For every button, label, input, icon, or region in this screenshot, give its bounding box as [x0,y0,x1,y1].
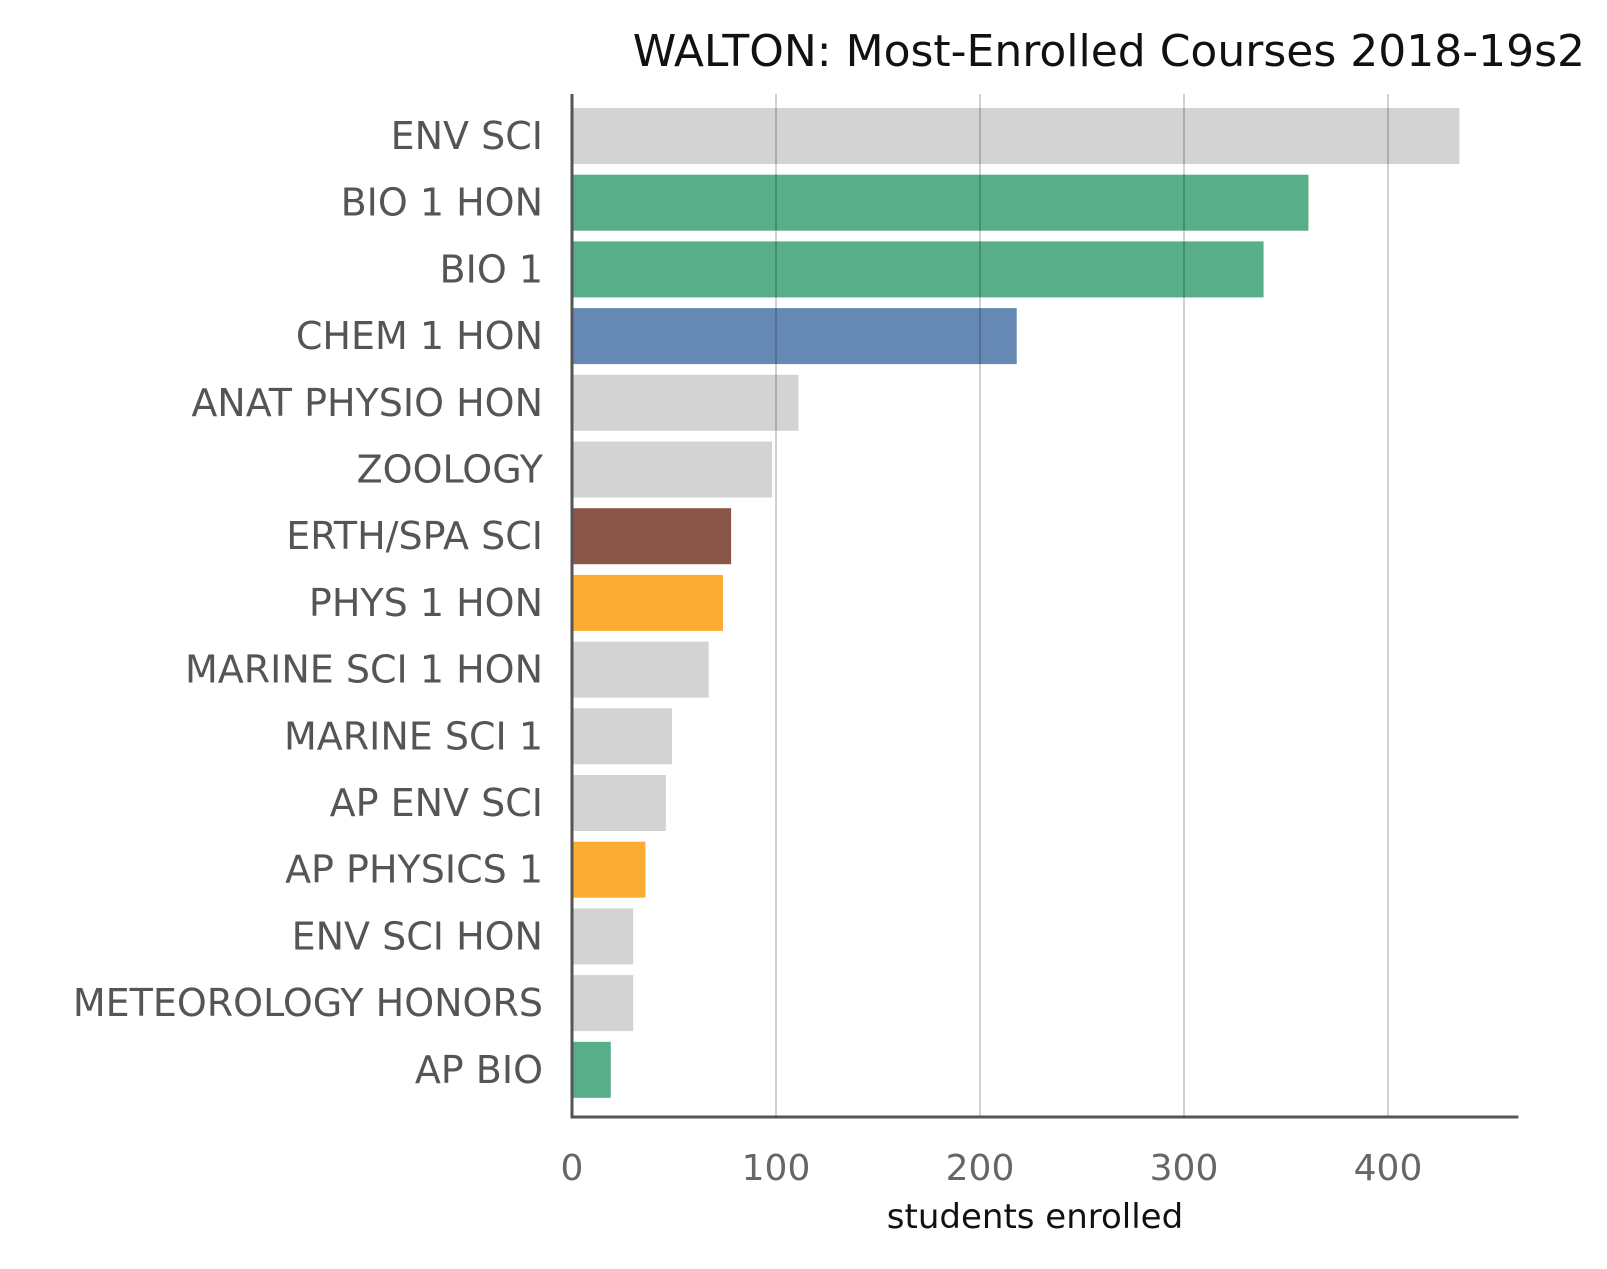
axes [570,94,1519,1119]
category-label: CHEM 1 HON [296,314,543,358]
category-label: ANAT PHYSIO HON [191,381,543,425]
category-label: BIO 1 HON [341,181,543,225]
category-label: AP BIO [415,1048,543,1092]
x-tick-label: 300 [1150,1148,1219,1189]
bar-ap-env-sci [572,775,666,831]
x-tick-label: 100 [742,1148,811,1189]
x-tick-labels: 0 100 200 300 400 [561,1148,1423,1189]
x-axis-title: students enrolled [887,1197,1183,1237]
x-tick-label: 0 [561,1148,584,1189]
category-label: PHYS 1 HON [309,581,543,625]
bar-chem-1-hon [572,308,1017,365]
bar-erth-spa-sci [572,508,732,565]
category-label: MARINE SCI 1 [284,714,543,758]
category-label: ZOOLOGY [357,448,544,492]
bar-zoology [572,441,772,498]
bars [572,108,1460,1098]
bar-env-sci-hon [572,908,634,965]
chart-title: WALTON: Most-Enrolled Courses 2018-19s2 [633,26,1585,77]
category-label: BIO 1 [440,247,543,291]
bar-env-sci [572,108,1460,164]
bar-meteorology-honors [572,975,634,1032]
bar-ap-physics-1 [572,841,646,898]
category-label: ENV SCI [391,114,543,158]
category-labels: ENV SCI BIO 1 HON BIO 1 CHEM 1 HON ANAT PHYS… [73,114,544,1092]
bar-bio-1 [572,241,1264,298]
bar-anat-physio-hon [572,374,799,431]
bar-phys-1-hon [572,574,723,631]
category-label: ENV SCI HON [292,914,543,958]
grid-lines [775,94,1389,1117]
category-label: MARINE SCI 1 HON [185,648,543,692]
bar-bio-1-hon [572,174,1309,231]
category-label: METEOROLOGY HONORS [73,981,543,1025]
category-label: AP PHYSICS 1 [285,848,543,892]
category-label: ERTH/SPA SCI [286,514,543,558]
bar-marine-sci-1 [572,708,672,765]
bar-marine-sci-1-hon [572,641,709,698]
bar-ap-bio [572,1041,611,1098]
x-tick-label: 200 [946,1148,1015,1189]
category-label: AP ENV SCI [330,781,543,825]
x-tick-label: 400 [1354,1148,1423,1189]
